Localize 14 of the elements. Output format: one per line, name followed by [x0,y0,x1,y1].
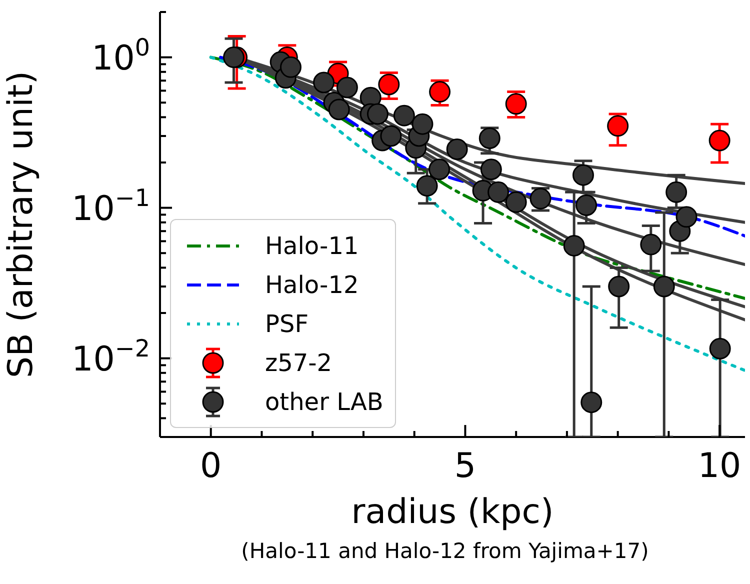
text: (Halo-11 and Halo-12 from Yajima+17) [240,539,650,563]
x-axis-title: radius (kpc) [351,492,554,532]
y-tick-label: 10$^{−2}$ [72,334,150,380]
y-tick-label: 10$^{−1}$ [72,184,150,229]
x-tick-label: 5 [454,446,476,486]
y-tick-label: 10$^{0}$ [92,33,150,78]
legend-label: z57-2 [265,348,332,376]
x-tick-label: 10 [698,446,742,486]
legend-label: Halo-11 [265,232,359,260]
y-axis-title: SB (arbitrary unit) [1,70,42,378]
x-tick-label: 0 [200,446,222,486]
legend-label: Halo-12 [265,270,359,298]
legend-label: other LAB [265,388,384,416]
legend-label: PSF [265,310,309,338]
